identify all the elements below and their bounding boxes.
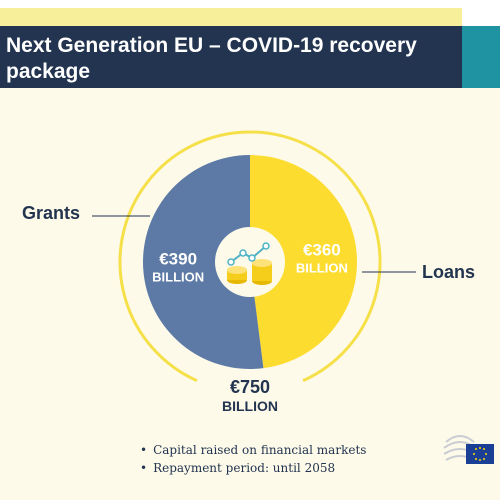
eu-council-logo (443, 435, 494, 464)
total-unit: BILLION (222, 398, 278, 414)
eu-flag-icon (466, 444, 494, 464)
page-title: Next Generation EU – COVID-19 recovery p… (6, 34, 417, 83)
header-stripe (0, 8, 462, 26)
total-label: €750 BILLION (200, 377, 300, 415)
center-hole (215, 227, 285, 297)
grants-slice (143, 155, 264, 369)
loans-value-amount: €360 (303, 240, 341, 259)
loans-label: Loans (422, 262, 476, 282)
notes-list: Capital raised on financial markets Repa… (140, 441, 366, 477)
grants-label: Grants (22, 203, 81, 223)
grants-value-unit: BILLION (152, 270, 204, 285)
title-accent (462, 26, 500, 88)
note-item: Repayment period: until 2058 (140, 459, 366, 477)
outer-ring (118, 130, 382, 383)
loans-value-unit: BILLION (296, 260, 348, 275)
coins-growth-icon (227, 242, 272, 285)
grants-value-amount: €390 (159, 250, 197, 269)
total-amount: €750 (229, 377, 271, 397)
note-item: Capital raised on financial markets (140, 441, 366, 459)
loans-slice (250, 155, 358, 369)
eu-stars (473, 447, 487, 461)
title-bar (0, 26, 462, 88)
